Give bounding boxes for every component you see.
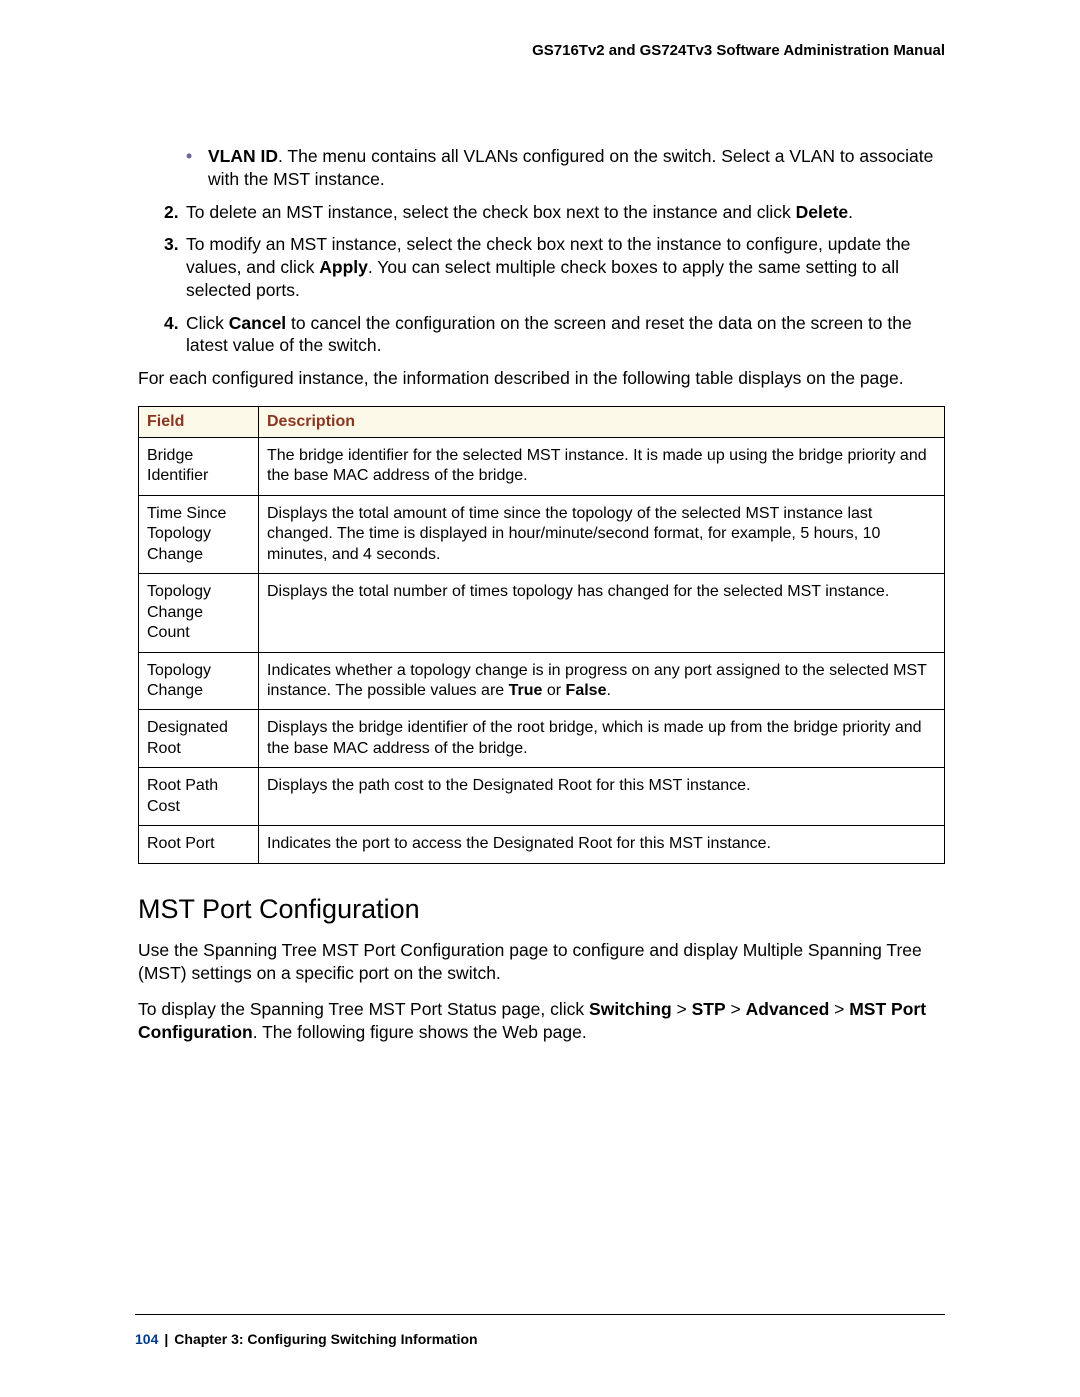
step-2-num: 2.: [164, 201, 186, 224]
breadcrumb-sep: >: [829, 999, 849, 1019]
section-heading-mst-port-configuration: MST Port Configuration: [138, 894, 945, 925]
nav-switching: Switching: [589, 999, 672, 1019]
p2-pre: To display the Spanning Tree MST Port St…: [138, 999, 589, 1019]
field-desc: Displays the bridge identifier of the ro…: [259, 710, 945, 768]
desc-bold-true: True: [509, 682, 543, 699]
field-desc: The bridge identifier for the selected M…: [259, 437, 945, 495]
page-footer: 104|Chapter 3: Configuring Switching Inf…: [135, 1331, 478, 1347]
bullet-term: VLAN ID: [208, 146, 278, 166]
nav-advanced: Advanced: [746, 999, 830, 1019]
section-p1: Use the Spanning Tree MST Port Configura…: [138, 939, 945, 985]
table-row: Topology Change Count Displays the total…: [139, 574, 945, 652]
section-p2: To display the Spanning Tree MST Port St…: [138, 998, 945, 1044]
breadcrumb-sep: >: [672, 999, 692, 1019]
fields-table: Field Description Bridge Identifier The …: [138, 406, 945, 864]
step-2-post: .: [848, 202, 853, 222]
p2-post: . The following figure shows the Web pag…: [253, 1022, 587, 1042]
manual-title: GS716Tv2 and GS724Tv3 Software Administr…: [135, 42, 945, 59]
step-3-bold: Apply: [319, 257, 368, 277]
document-page: GS716Tv2 and GS724Tv3 Software Administr…: [0, 0, 1080, 1397]
step-2: 2. To delete an MST instance, select the…: [164, 201, 945, 224]
table-row: Root Port Indicates the port to access t…: [139, 826, 945, 863]
bullet-vlan-id: • VLAN ID. The menu contains all VLANs c…: [186, 145, 945, 191]
step-3: 3. To modify an MST instance, select the…: [164, 233, 945, 301]
footer-rule: [135, 1314, 945, 1315]
step-3-text: To modify an MST instance, select the ch…: [186, 233, 945, 301]
field-name: Designated Root: [139, 710, 259, 768]
step-2-pre: To delete an MST instance, select the ch…: [186, 202, 796, 222]
table-row: Root Path Cost Displays the path cost to…: [139, 768, 945, 826]
step-4-text: Click Cancel to cancel the configuration…: [186, 312, 945, 358]
step-4-pre: Click: [186, 313, 229, 333]
field-name: Root Port: [139, 826, 259, 863]
chapter-label: Chapter 3: Configuring Switching Informa…: [174, 1331, 477, 1347]
table-row: Bridge Identifier The bridge identifier …: [139, 437, 945, 495]
field-name: Bridge Identifier: [139, 437, 259, 495]
desc-bold-false: False: [566, 682, 607, 699]
table-row: Designated Root Displays the bridge iden…: [139, 710, 945, 768]
field-desc: Indicates the port to access the Designa…: [259, 826, 945, 863]
field-name: Topology Change Count: [139, 574, 259, 652]
table-row: Time Since Topology Change Displays the …: [139, 495, 945, 573]
step-4-num: 4.: [164, 312, 186, 358]
field-desc: Displays the total number of times topol…: [259, 574, 945, 652]
bullet-marker: •: [186, 145, 208, 191]
page-content: • VLAN ID. The menu contains all VLANs c…: [135, 145, 945, 1044]
step-3-num: 3.: [164, 233, 186, 301]
page-number: 104: [135, 1331, 158, 1347]
intro-paragraph: For each configured instance, the inform…: [138, 367, 945, 390]
nav-stp: STP: [692, 999, 726, 1019]
field-desc: Indicates whether a topology change is i…: [259, 652, 945, 710]
step-4-post: to cancel the configuration on the scree…: [186, 313, 912, 356]
field-name: Topology Change: [139, 652, 259, 710]
step-4-bold: Cancel: [229, 313, 286, 333]
table-row: Topology Change Indicates whether a topo…: [139, 652, 945, 710]
field-name: Root Path Cost: [139, 768, 259, 826]
desc-post: .: [606, 682, 610, 699]
footer-sep: |: [158, 1331, 174, 1347]
table-header-field: Field: [139, 406, 259, 437]
step-2-bold: Delete: [796, 202, 849, 222]
step-4: 4. Click Cancel to cancel the configurat…: [164, 312, 945, 358]
desc-mid: or: [542, 682, 565, 699]
field-name: Time Since Topology Change: [139, 495, 259, 573]
bullet-text: VLAN ID. The menu contains all VLANs con…: [208, 145, 945, 191]
field-desc: Displays the path cost to the Designated…: [259, 768, 945, 826]
table-header-row: Field Description: [139, 406, 945, 437]
bullet-body: . The menu contains all VLANs configured…: [208, 146, 933, 189]
breadcrumb-sep: >: [726, 999, 746, 1019]
step-2-text: To delete an MST instance, select the ch…: [186, 201, 853, 224]
table-header-description: Description: [259, 406, 945, 437]
field-desc: Displays the total amount of time since …: [259, 495, 945, 573]
